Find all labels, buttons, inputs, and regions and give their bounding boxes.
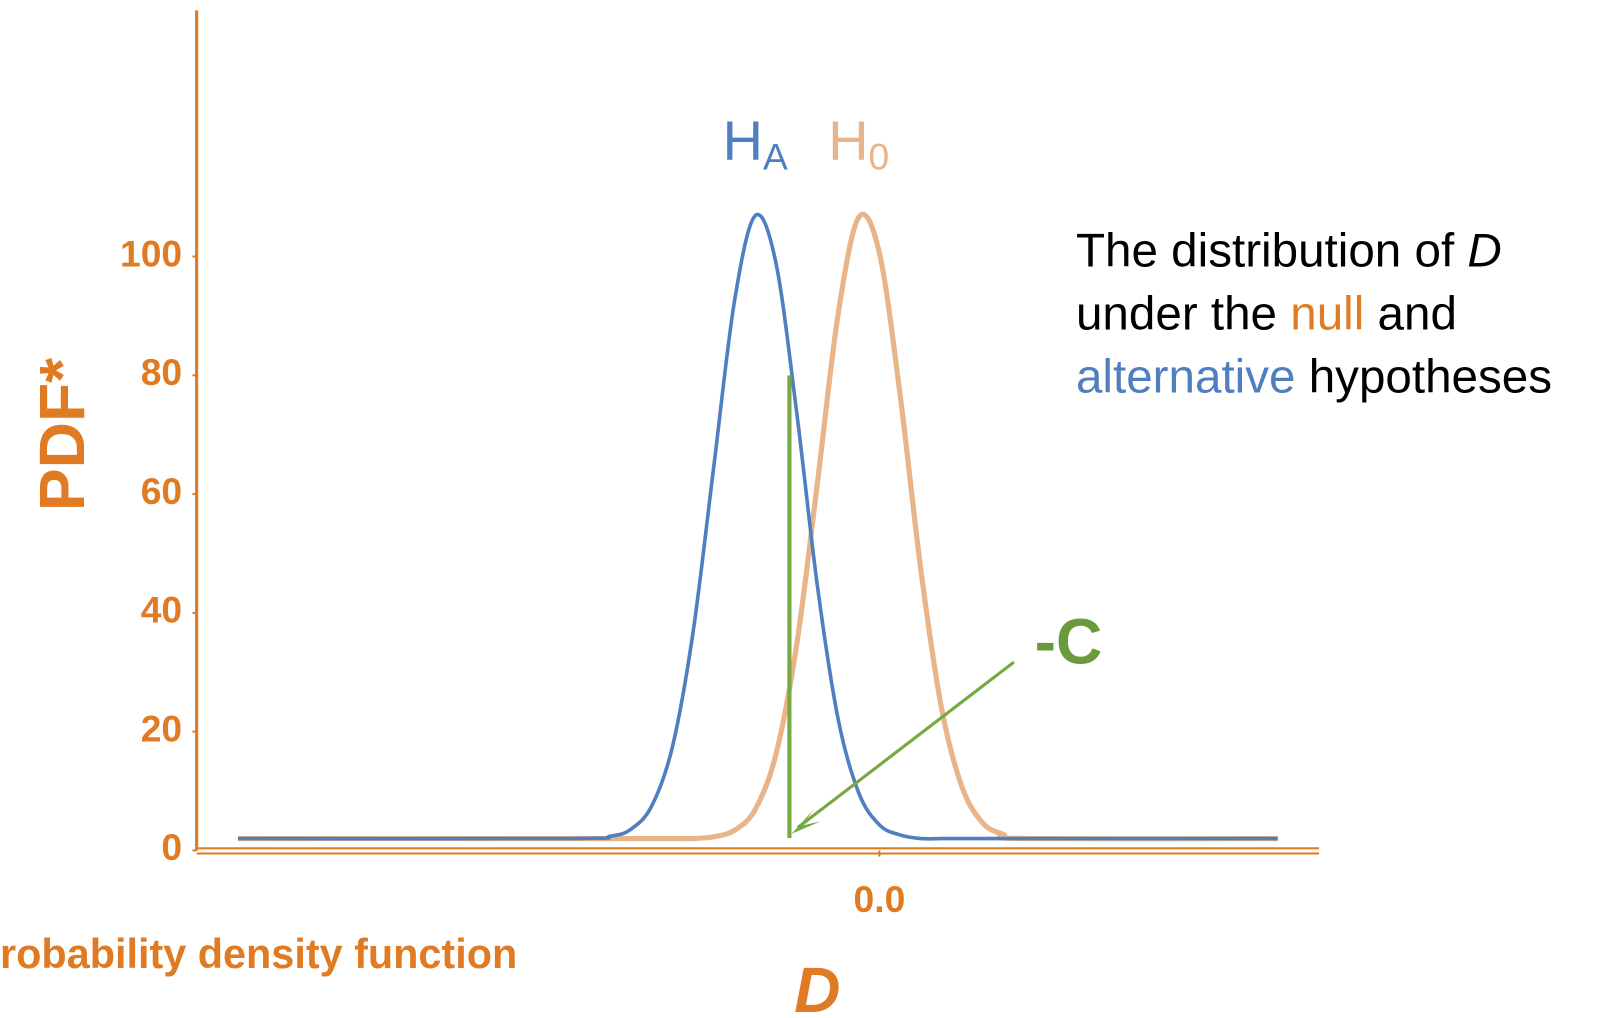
series-label-sub: A <box>763 135 788 177</box>
note-segment: and <box>1364 287 1457 340</box>
note-line: alternative hypotheses <box>1076 350 1552 403</box>
series-label-base: H <box>723 109 763 172</box>
note-segment: alternative <box>1076 350 1296 403</box>
note-segment: D <box>1467 224 1501 277</box>
note-segment: under the <box>1076 287 1290 340</box>
y-axis-label: PDF* <box>26 358 98 511</box>
note-segment: hypotheses <box>1295 350 1552 403</box>
y-tick-label: 100 <box>120 232 182 274</box>
series-label-base: H <box>828 109 868 172</box>
x-tick-label: 0.0 <box>854 878 906 920</box>
arrow-head <box>791 809 821 834</box>
threshold-arrow <box>796 660 1015 829</box>
series-label: HA <box>723 109 788 178</box>
note-segment: null <box>1290 287 1364 340</box>
footnote: robability density function <box>0 931 517 977</box>
y-tick-label: 40 <box>141 589 182 631</box>
curve <box>237 211 1278 842</box>
note-segment: The distribution of <box>1076 224 1467 277</box>
threshold-label: -C <box>1035 606 1103 678</box>
curve <box>237 212 1278 841</box>
series-label: H0 <box>828 109 889 178</box>
note-line: under the null and <box>1076 287 1457 340</box>
y-tick-label: 80 <box>141 351 182 393</box>
note-line: The distribution of D <box>1076 224 1502 277</box>
y-tick-label: 20 <box>141 707 182 749</box>
series-label-sub: 0 <box>869 135 890 177</box>
x-axis-label: D <box>794 954 840 1018</box>
y-tick-label: 60 <box>141 470 182 512</box>
y-tick-label: 0 <box>161 826 182 868</box>
